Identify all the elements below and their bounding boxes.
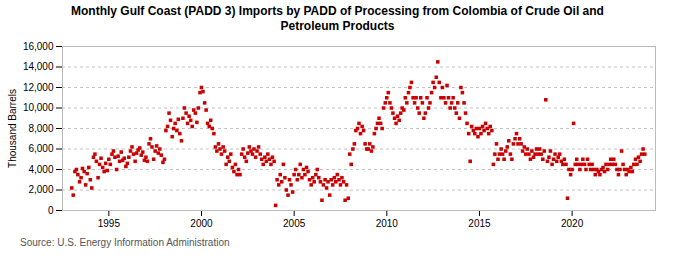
svg-text:14,000: 14,000 xyxy=(23,61,54,72)
svg-text:Thousand Barrels: Thousand Barrels xyxy=(7,89,18,168)
html-text:Source: U.S. Energy Informatio: Source: U.S. Energy Information Administ… xyxy=(20,237,230,248)
svg-text:2,000: 2,000 xyxy=(28,184,53,195)
svg-text:0: 0 xyxy=(48,205,54,216)
svg-text:1995: 1995 xyxy=(98,218,121,229)
svg-text:2020: 2020 xyxy=(561,218,584,229)
svg-text:8,000: 8,000 xyxy=(28,123,53,134)
svg-text:2015: 2015 xyxy=(468,218,491,229)
svg-text:2010: 2010 xyxy=(376,218,399,229)
html-text:Monthly Gulf Coast (PADD 3) Im: Monthly Gulf Coast (PADD 3) Imports by P… xyxy=(71,4,604,33)
svg-text:12,000: 12,000 xyxy=(23,82,54,93)
svg-text:10,000: 10,000 xyxy=(23,102,54,113)
svg-text:6,000: 6,000 xyxy=(28,143,53,154)
svg-text:2005: 2005 xyxy=(283,218,306,229)
svg-text:16,000: 16,000 xyxy=(23,41,54,52)
svg-text:4,000: 4,000 xyxy=(28,164,53,175)
svg-text:2000: 2000 xyxy=(190,218,213,229)
